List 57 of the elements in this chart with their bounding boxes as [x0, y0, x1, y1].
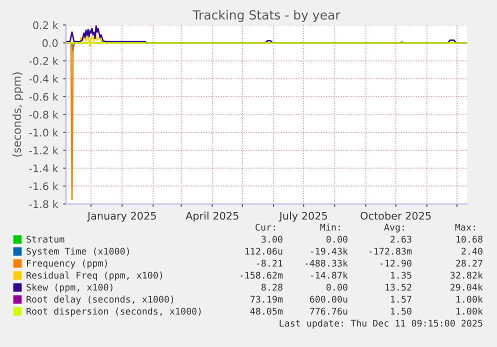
- chart-title: Tracking Stats - by year: [192, 10, 340, 22]
- text: 32.82k: [450, 272, 483, 279]
- text: -14.87k: [310, 272, 348, 279]
- text: 13.52: [386, 284, 412, 291]
- y-tick-label: -0.4 k: [29, 74, 58, 83]
- y-tick-label: -1.8 k: [29, 200, 58, 208]
- text: 776.76u: [310, 308, 348, 315]
- text: 2.63: [390, 236, 412, 243]
- text: 1.00k: [456, 308, 483, 315]
- text: -172.83m: [369, 248, 412, 255]
- text: 8.28: [262, 284, 282, 291]
- y-tick-label: 0.0: [42, 39, 58, 48]
- text: 1.57: [391, 296, 412, 303]
- text: 1.50: [391, 308, 412, 315]
- legend-label: Residual Freq (ppm, x100): [26, 272, 162, 280]
- text: 1.00k: [456, 296, 483, 303]
- text: Avg:: [384, 224, 404, 232]
- text: 1.35: [391, 272, 412, 279]
- text: 28.27: [456, 260, 482, 267]
- x-tick-label: April 2025: [186, 212, 238, 222]
- text: Max:: [455, 224, 475, 231]
- text: -158.62m: [240, 272, 283, 279]
- text: 600.00u: [310, 296, 348, 303]
- text: 112.06u: [245, 248, 282, 255]
- legend-label: Root dispersion (seconds, x1000): [26, 308, 201, 316]
- y-tick-label: -0.6 k: [29, 92, 58, 101]
- y-tick-label: -1.0 k: [29, 128, 58, 137]
- text: 3.00: [262, 236, 282, 243]
- text: -488.33k: [305, 260, 348, 267]
- y-axis-title: (seconds, ppm): [12, 72, 24, 157]
- text: -12.90: [380, 260, 412, 267]
- text: 2.40: [462, 248, 482, 255]
- legend-label: Root delay (seconds, x1000): [26, 296, 174, 304]
- legend-label: Stratum: [26, 236, 64, 243]
- y-tick-label: -1.6 k: [29, 182, 58, 190]
- text: 0.00: [326, 236, 348, 243]
- y-tick-label: -1.2 k: [29, 146, 58, 154]
- x-tick-label: October 2025: [360, 212, 431, 220]
- text: 29.04k: [450, 284, 483, 291]
- text: Last update: Thu Dec 11 09:15:00 2025: [280, 320, 482, 328]
- y-tick-label: -1.4 k: [29, 164, 58, 172]
- legend-label: Skew (ppm, x100): [26, 284, 112, 292]
- text: Cur:: [256, 224, 275, 231]
- text: -19.43k: [310, 248, 348, 255]
- y-tick-label: -0.8 k: [29, 110, 58, 119]
- x-tick-label: January 2025: [86, 212, 156, 222]
- legend-label: Frequency (ppm): [27, 260, 107, 268]
- x-tick-label: July 2025: [278, 212, 327, 222]
- text: 0.00: [326, 284, 348, 291]
- legend-label: System Time (x1000): [26, 248, 129, 256]
- y-tick-label: -0.2 k: [29, 56, 58, 65]
- text: 48.05m: [250, 308, 283, 315]
- y-tick-label: 0.2 k: [33, 21, 58, 30]
- text: 10.68: [456, 236, 482, 243]
- text: 73.19m: [250, 296, 283, 303]
- text: Min:: [320, 224, 340, 231]
- text: -8.21: [257, 260, 282, 267]
